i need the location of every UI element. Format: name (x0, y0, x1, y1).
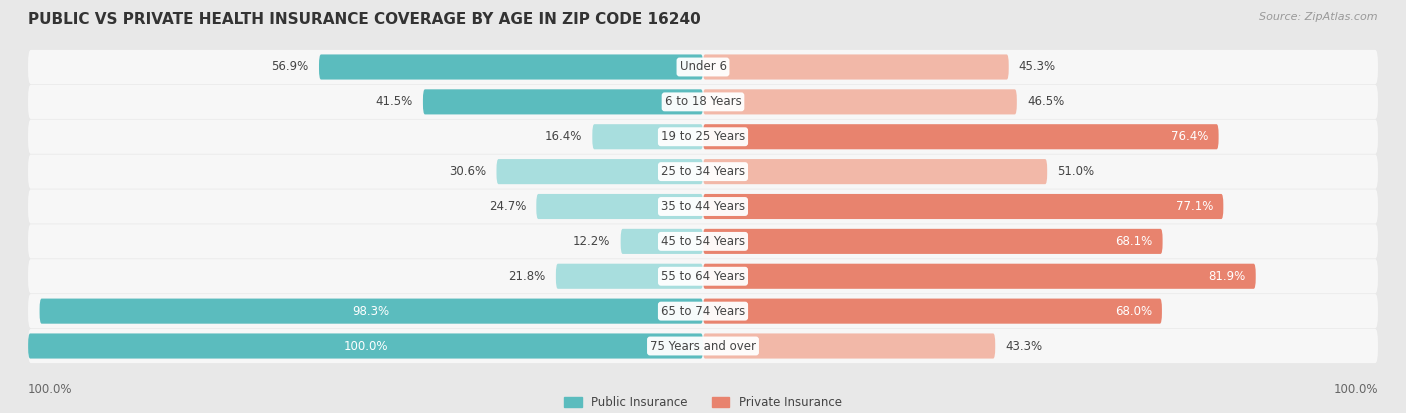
Text: Source: ZipAtlas.com: Source: ZipAtlas.com (1260, 12, 1378, 22)
FancyBboxPatch shape (28, 294, 1378, 328)
Text: 76.4%: 76.4% (1171, 130, 1209, 143)
FancyBboxPatch shape (536, 194, 703, 219)
Text: 43.3%: 43.3% (1005, 339, 1042, 353)
FancyBboxPatch shape (703, 263, 1256, 289)
FancyBboxPatch shape (703, 159, 1047, 184)
Text: 68.0%: 68.0% (1115, 305, 1152, 318)
Text: 77.1%: 77.1% (1175, 200, 1213, 213)
FancyBboxPatch shape (703, 89, 1017, 114)
FancyBboxPatch shape (703, 333, 995, 358)
FancyBboxPatch shape (555, 263, 703, 289)
Text: 65 to 74 Years: 65 to 74 Years (661, 305, 745, 318)
Text: 55 to 64 Years: 55 to 64 Years (661, 270, 745, 283)
Text: 12.2%: 12.2% (574, 235, 610, 248)
FancyBboxPatch shape (28, 224, 1378, 259)
Text: Under 6: Under 6 (679, 60, 727, 74)
Text: 24.7%: 24.7% (489, 200, 526, 213)
Text: 56.9%: 56.9% (271, 60, 309, 74)
FancyBboxPatch shape (496, 159, 703, 184)
FancyBboxPatch shape (423, 89, 703, 114)
Text: 35 to 44 Years: 35 to 44 Years (661, 200, 745, 213)
Text: 25 to 34 Years: 25 to 34 Years (661, 165, 745, 178)
Text: 16.4%: 16.4% (544, 130, 582, 143)
FancyBboxPatch shape (319, 55, 703, 80)
Text: 51.0%: 51.0% (1057, 165, 1094, 178)
FancyBboxPatch shape (703, 55, 1008, 80)
Text: 81.9%: 81.9% (1208, 270, 1246, 283)
Text: 6 to 18 Years: 6 to 18 Years (665, 95, 741, 108)
Text: 75 Years and over: 75 Years and over (650, 339, 756, 353)
Text: 45.3%: 45.3% (1019, 60, 1056, 74)
Text: 19 to 25 Years: 19 to 25 Years (661, 130, 745, 143)
FancyBboxPatch shape (703, 229, 1163, 254)
FancyBboxPatch shape (28, 190, 1378, 223)
FancyBboxPatch shape (28, 50, 1378, 84)
FancyBboxPatch shape (28, 85, 1378, 119)
FancyBboxPatch shape (28, 259, 1378, 293)
Text: 41.5%: 41.5% (375, 95, 413, 108)
FancyBboxPatch shape (620, 229, 703, 254)
FancyBboxPatch shape (28, 333, 703, 358)
Text: PUBLIC VS PRIVATE HEALTH INSURANCE COVERAGE BY AGE IN ZIP CODE 16240: PUBLIC VS PRIVATE HEALTH INSURANCE COVER… (28, 12, 700, 27)
FancyBboxPatch shape (703, 299, 1161, 324)
FancyBboxPatch shape (28, 154, 1378, 189)
Text: 46.5%: 46.5% (1026, 95, 1064, 108)
FancyBboxPatch shape (28, 120, 1378, 154)
Text: 100.0%: 100.0% (28, 384, 73, 396)
FancyBboxPatch shape (39, 299, 703, 324)
FancyBboxPatch shape (703, 194, 1223, 219)
Legend: Public Insurance, Private Insurance: Public Insurance, Private Insurance (560, 392, 846, 413)
Text: 100.0%: 100.0% (343, 339, 388, 353)
FancyBboxPatch shape (28, 329, 1378, 363)
Text: 98.3%: 98.3% (353, 305, 389, 318)
Text: 68.1%: 68.1% (1115, 235, 1153, 248)
Text: 21.8%: 21.8% (509, 270, 546, 283)
Text: 30.6%: 30.6% (450, 165, 486, 178)
Text: 100.0%: 100.0% (1333, 384, 1378, 396)
FancyBboxPatch shape (703, 124, 1219, 150)
Text: 45 to 54 Years: 45 to 54 Years (661, 235, 745, 248)
FancyBboxPatch shape (592, 124, 703, 150)
